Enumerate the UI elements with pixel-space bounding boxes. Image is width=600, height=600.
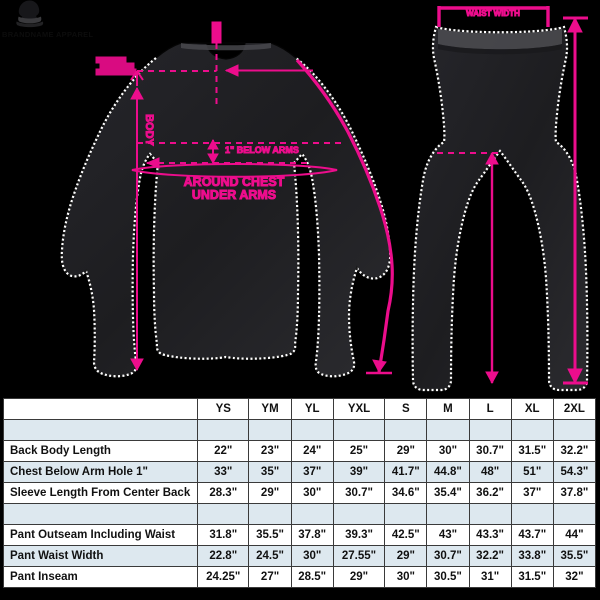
svg-text:1" BELOW ARMS: 1" BELOW ARMS <box>225 145 299 155</box>
svg-text:AROUND CHEST: AROUND CHEST <box>184 175 285 189</box>
svg-text:BRANDNAME APPAREL: BRANDNAME APPAREL <box>2 30 93 39</box>
svg-text:UNDER ARMS: UNDER ARMS <box>192 188 276 202</box>
svg-text:BODY: BODY <box>143 114 155 146</box>
svg-text:WAIST WIDTH: WAIST WIDTH <box>466 9 520 18</box>
